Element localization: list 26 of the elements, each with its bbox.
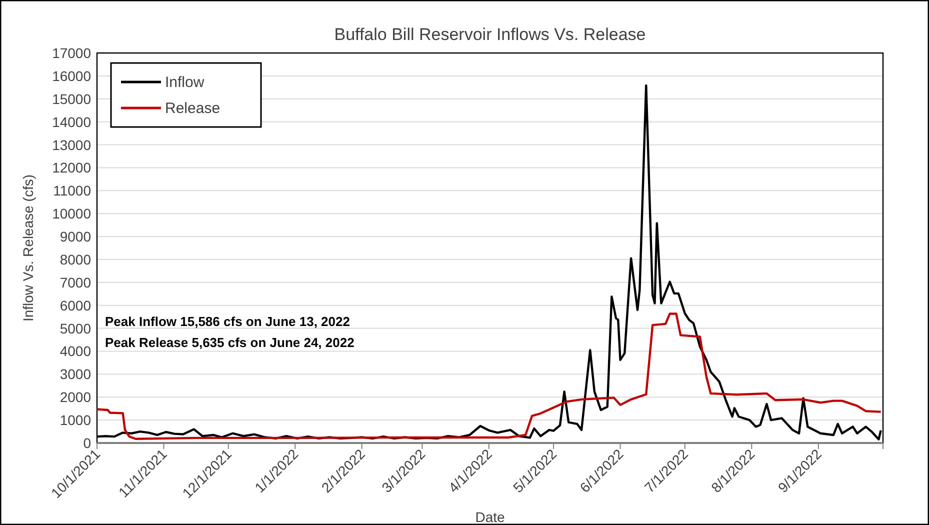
y-tick-label: 0 (83, 435, 92, 451)
y-tick-label: 3000 (60, 366, 92, 382)
chart-title: Buffalo Bill Reservoir Inflows Vs. Release (334, 25, 646, 44)
y-tick-label: 14000 (52, 114, 92, 130)
y-tick-label: 8000 (60, 251, 92, 268)
y-tick-label: 11000 (53, 182, 92, 199)
y-tick-label: 16000 (52, 68, 92, 84)
y-tick-label: 4000 (60, 343, 92, 360)
y-tick-label: 1000 (60, 412, 92, 428)
annotation: Peak Release 5,635 cfs on June 24, 2022 (105, 335, 354, 350)
y-axis-title: Inflow Vs. Release (cfs) (20, 174, 36, 322)
x-axis-title: Date (475, 509, 505, 525)
y-tick-label: 7000 (60, 274, 92, 290)
y-tick-label: 2000 (60, 389, 92, 406)
y-tick-label: 15000 (52, 90, 92, 107)
annotation: Peak Inflow 15,586 cfs on June 13, 2022 (105, 314, 350, 329)
y-tick-label: 13000 (52, 136, 92, 153)
line-series (96, 312, 882, 440)
y-tick-label: 9000 (60, 228, 92, 245)
legend-label: Inflow (165, 74, 204, 91)
y-tick-label: 5000 (60, 320, 92, 336)
y-tick-label: 17000 (52, 45, 92, 61)
y-tick-label: 12000 (52, 160, 92, 176)
y-tick-label: 6000 (60, 297, 92, 314)
y-tick-label: 10000 (52, 206, 92, 222)
legend-label: Release (165, 100, 220, 117)
